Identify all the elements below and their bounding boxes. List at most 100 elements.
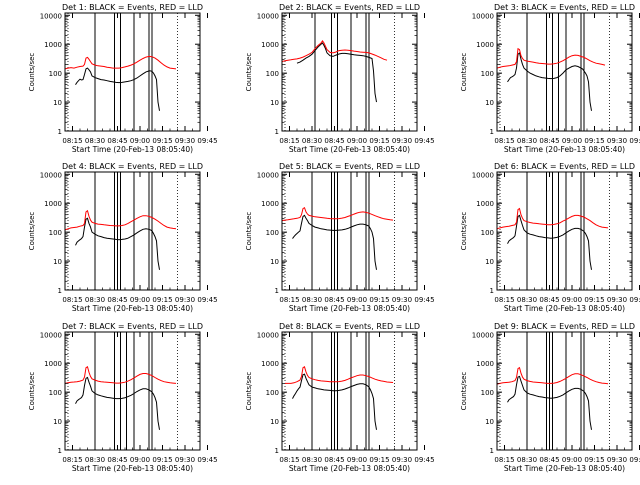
- x-tick-label: 09:00: [347, 137, 367, 145]
- panel-title: Det 7: BLACK = Events, RED = LLD: [62, 322, 203, 331]
- plot-frame: [64, 171, 201, 291]
- panel-title: Det 5: BLACK = Events, RED = LLD: [279, 162, 420, 171]
- x-tick-label: 08:45: [539, 296, 559, 304]
- series-lld-line: [496, 366, 609, 385]
- series-events-line: [507, 214, 592, 270]
- x-tick-label: 09:30: [392, 137, 412, 145]
- x-tick-label: 09:45: [629, 137, 640, 145]
- panel-det6: Det 6: BLACK = Events, RED = LLD 1 10 100 10…: [460, 162, 640, 313]
- x-tick-label: 08:30: [302, 137, 322, 145]
- x-tick-label: 09:00: [130, 456, 150, 464]
- x-axis-label: Start Time (20-Feb-13 08:05:40): [504, 145, 625, 154]
- y-tick-label: 100: [481, 229, 494, 237]
- series-events-line: [507, 375, 592, 430]
- plot-frame: [496, 331, 633, 451]
- y-tick-label: 10000: [40, 171, 62, 179]
- x-axis-label: Start Time (20-Feb-13 08:05:40): [289, 304, 410, 313]
- x-tick-label: 08:15: [279, 137, 299, 145]
- y-tick-label: 10: [53, 99, 62, 107]
- y-tick-label: 1000: [44, 200, 62, 208]
- y-tick-label: 1000: [261, 41, 279, 49]
- y-tick-label: 100: [266, 389, 279, 397]
- y-tick-label: 1: [490, 287, 494, 295]
- x-axis-label: Start Time (20-Feb-13 08:05:40): [72, 145, 193, 154]
- y-tick-label: 10000: [472, 171, 494, 179]
- y-tick-label: 100: [266, 70, 279, 78]
- x-tick-label: 08:30: [517, 456, 537, 464]
- panel-det2: Det 2: BLACK = Events, RED = LLD 1 10 100 10…: [245, 3, 435, 154]
- x-tick-label: 08:45: [107, 137, 127, 145]
- panel-det3: Det 3: BLACK = Events, RED = LLD 1 10 100 10…: [460, 3, 640, 154]
- x-axis-label: Start Time (20-Feb-13 08:05:40): [504, 464, 625, 473]
- x-tick-label: 09:30: [175, 296, 195, 304]
- y-tick-label: 100: [266, 229, 279, 237]
- x-tick-label: 08:45: [539, 456, 559, 464]
- x-tick-label: 09:00: [562, 137, 582, 145]
- series-events-line: [292, 373, 377, 430]
- plot-frame: [281, 12, 418, 132]
- plot-frame: [281, 331, 418, 451]
- y-tick-label: 1000: [261, 200, 279, 208]
- x-axis-label: Start Time (20-Feb-13 08:05:40): [72, 304, 193, 313]
- x-tick-label: 09:30: [607, 456, 627, 464]
- y-tick-label: 10: [270, 99, 279, 107]
- y-tick-label: 1: [275, 447, 279, 455]
- x-tick-label: 09:00: [562, 296, 582, 304]
- x-tick-label: 09:45: [414, 296, 434, 304]
- y-tick-label: 10000: [472, 331, 494, 339]
- y-tick-label: 1000: [261, 360, 279, 368]
- y-tick-label: 10000: [257, 12, 279, 20]
- y-tick-label: 100: [481, 389, 494, 397]
- y-tick-label: 1: [58, 128, 62, 136]
- x-tick-label: 08:15: [279, 456, 299, 464]
- series-lld-line: [64, 366, 177, 384]
- y-axis-label: Counts/sec: [28, 372, 36, 411]
- x-tick-label: 08:15: [62, 456, 82, 464]
- y-tick-label: 1: [490, 447, 494, 455]
- x-axis-label: Start Time (20-Feb-13 08:05:40): [289, 145, 410, 154]
- x-tick-label: 09:45: [197, 137, 217, 145]
- x-tick-label: 08:15: [279, 296, 299, 304]
- y-tick-label: 1000: [44, 41, 62, 49]
- y-tick-label: 10: [485, 99, 494, 107]
- y-tick-label: 10000: [40, 12, 62, 20]
- x-tick-label: 09:30: [607, 137, 627, 145]
- x-tick-label: 09:15: [584, 456, 604, 464]
- y-tick-label: 1: [58, 287, 62, 295]
- y-tick-label: 1000: [44, 360, 62, 368]
- x-tick-label: 08:30: [85, 137, 105, 145]
- panel-title: Det 4: BLACK = Events, RED = LLD: [62, 162, 203, 171]
- y-tick-label: 10: [485, 258, 494, 266]
- x-tick-label: 09:45: [629, 296, 640, 304]
- x-tick-label: 08:15: [494, 296, 514, 304]
- y-tick-label: 1: [275, 128, 279, 136]
- y-axis-label: Counts/sec: [245, 372, 253, 411]
- x-tick-label: 08:45: [107, 456, 127, 464]
- x-tick-label: 09:45: [629, 456, 640, 464]
- x-tick-label: 09:00: [347, 296, 367, 304]
- panel-det4: Det 4: BLACK = Events, RED = LLD 1 10 100 10…: [28, 162, 218, 313]
- x-tick-label: 08:30: [517, 296, 537, 304]
- x-tick-label: 08:30: [85, 296, 105, 304]
- panel-det5: Det 5: BLACK = Events, RED = LLD 1 10 100 10…: [245, 162, 435, 313]
- x-tick-label: 09:45: [414, 456, 434, 464]
- panel-title: Det 9: BLACK = Events, RED = LLD: [494, 322, 635, 331]
- y-tick-label: 100: [49, 229, 62, 237]
- y-axis-label: Counts/sec: [245, 212, 253, 251]
- x-tick-label: 08:45: [324, 456, 344, 464]
- x-tick-label: 09:45: [197, 296, 217, 304]
- series-lld-line: [64, 209, 177, 231]
- x-tick-label: 08:30: [302, 296, 322, 304]
- series-lld-line: [496, 207, 609, 230]
- panel-title: Det 6: BLACK = Events, RED = LLD: [494, 162, 635, 171]
- x-tick-label: 09:15: [584, 296, 604, 304]
- y-axis-label: Counts/sec: [460, 372, 468, 411]
- y-axis-label: Counts/sec: [28, 212, 36, 251]
- y-tick-label: 1000: [476, 360, 494, 368]
- y-tick-label: 10000: [40, 331, 62, 339]
- series-lld-line: [285, 366, 394, 384]
- series-events-line: [75, 217, 160, 270]
- series-events-line: [75, 376, 160, 430]
- y-tick-label: 10: [270, 418, 279, 426]
